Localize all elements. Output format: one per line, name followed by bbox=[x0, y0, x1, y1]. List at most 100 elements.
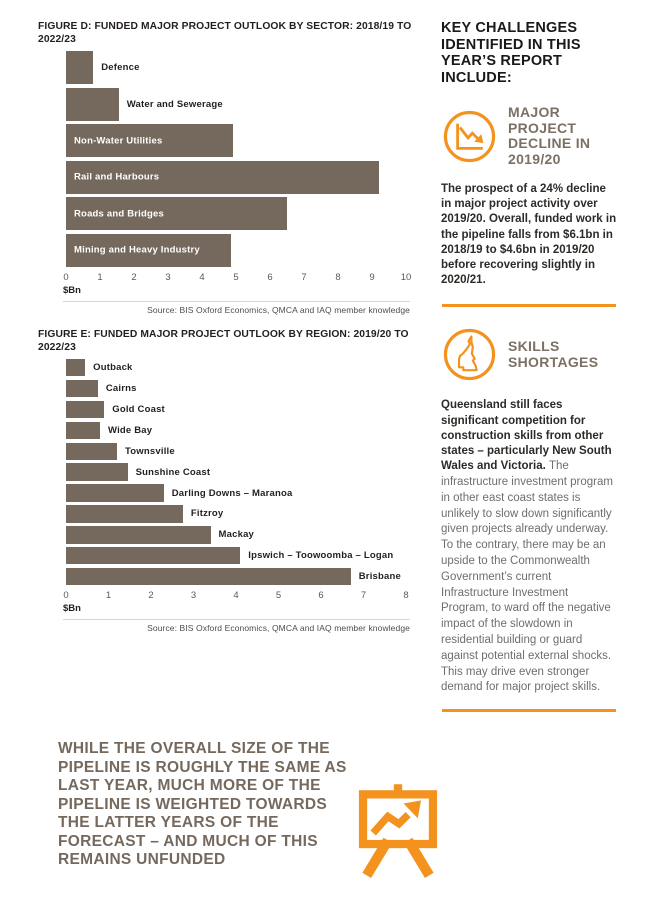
bar-label: Mining and Heavy Industry bbox=[74, 244, 200, 256]
x-tick: 0 bbox=[63, 590, 69, 602]
bar-row: Rail and Harbours bbox=[66, 160, 406, 194]
bar bbox=[66, 87, 119, 121]
x-tick: 2 bbox=[131, 271, 137, 283]
bar-label: Sunshine Coast bbox=[135, 466, 211, 478]
bar-row: Defence bbox=[66, 51, 406, 84]
bar bbox=[66, 400, 105, 419]
figure-d-source: Source: BIS Oxford Economics, QMCA and I… bbox=[147, 304, 410, 315]
key-challenges-heading: KEY CHALLENGES IDENTIFIED IN THIS YEAR’S… bbox=[441, 20, 581, 86]
skills-shortages-text: Queensland still faces significant compe… bbox=[441, 398, 617, 696]
bar-row: Townsville bbox=[66, 442, 406, 461]
bar-row: Fitzroy bbox=[66, 505, 406, 523]
bar-label: Defence bbox=[101, 62, 140, 73]
figure-e-axis-unit: $Bn bbox=[63, 603, 81, 615]
major-project-decline-text: The prospect of a 24% decline in major p… bbox=[441, 183, 617, 287]
x-tick: 9 bbox=[369, 271, 375, 283]
figure-d-bars: Defence Water and Sewerage Non-Water Utili… bbox=[66, 51, 406, 267]
figure-d-axis-unit: $Bn bbox=[63, 284, 81, 296]
x-tick: 7 bbox=[360, 590, 367, 602]
x-tick: 7 bbox=[301, 271, 307, 283]
bar-label: Fitzroy bbox=[190, 508, 224, 520]
x-tick: 10 bbox=[400, 271, 412, 283]
bar-row: Sunshine Coast bbox=[66, 463, 406, 481]
section-title-major-project-decline: MAJOR PROJECT DECLINE IN 2019/20 bbox=[508, 104, 591, 167]
figure-d-source-rule bbox=[63, 300, 410, 302]
orange-divider-2 bbox=[442, 709, 616, 713]
x-tick: 3 bbox=[165, 271, 171, 283]
section-skills-shortages: SKILLS SHORTAGES bbox=[441, 326, 617, 383]
bar-label: Gold Coast bbox=[112, 404, 165, 415]
key-challenges-column: KEY CHALLENGES IDENTIFIED IN THIS YEAR’S… bbox=[441, 20, 617, 720]
bar bbox=[66, 484, 164, 502]
x-tick: 6 bbox=[318, 590, 324, 602]
figure-e-title: FIGURE E: FUNDED MAJOR PROJECT OUTLOOK B… bbox=[38, 328, 409, 353]
bar-label: Brisbane bbox=[358, 571, 402, 583]
bar bbox=[66, 526, 211, 544]
section-major-project-decline: MAJOR PROJECT DECLINE IN 2019/20 bbox=[441, 104, 617, 167]
bar-row: Ipswich – Toowoomba – Logan bbox=[66, 546, 406, 565]
bar-row: Darling Downs – Maranoa bbox=[66, 484, 406, 502]
x-tick: 6 bbox=[267, 271, 273, 283]
bar-row: Mackay bbox=[66, 526, 406, 544]
figure-e-x-axis: 0 1 2 3 4 5 6 7 8 bbox=[63, 590, 409, 602]
bar-row: Non-Water Utilities bbox=[66, 124, 406, 158]
x-tick: 5 bbox=[275, 590, 282, 602]
bar-row: Outback bbox=[66, 358, 406, 377]
x-tick: 4 bbox=[199, 271, 205, 283]
bar: Mining and Heavy Industry bbox=[66, 233, 231, 267]
bar: Roads and Bridges bbox=[66, 197, 287, 231]
skills-shortages-bold-text: Queensland still faces significant compe… bbox=[441, 399, 612, 473]
bar-row: Roads and Bridges bbox=[66, 197, 406, 231]
bar bbox=[66, 463, 128, 481]
bar-label: Water and Sewerage bbox=[126, 98, 223, 110]
pull-quote: WHILE THE OVERALL SIZE OF THE PIPELINE I… bbox=[58, 740, 347, 868]
figure-d-title: FIGURE D: FUNDED MAJOR PROJECT OUTLOOK B… bbox=[38, 21, 412, 45]
bar bbox=[66, 379, 98, 398]
bar-label: Darling Downs – Maranoa bbox=[171, 487, 293, 499]
bar-label: Ipswich – Toowoomba – Logan bbox=[248, 550, 394, 562]
figure-d: FIGURE D: FUNDED MAJOR PROJECT OUTLOOK B… bbox=[38, 20, 416, 315]
figure-d-chart: Defence Water and Sewerage Non-Water Utili… bbox=[38, 51, 416, 315]
bar-row: Cairns bbox=[66, 379, 406, 398]
bar bbox=[66, 358, 86, 377]
bar-label: Cairns bbox=[105, 383, 137, 395]
x-tick: 2 bbox=[148, 590, 154, 602]
bar-label: Roads and Bridges bbox=[74, 208, 164, 220]
figure-e: FIGURE E: FUNDED MAJOR PROJECT OUTLOOK B… bbox=[38, 328, 416, 633]
bar-label: Wide Bay bbox=[108, 424, 153, 436]
queensland-map-icon bbox=[441, 326, 498, 383]
bar bbox=[66, 421, 100, 440]
charts-column: FIGURE D: FUNDED MAJOR PROJECT OUTLOOK B… bbox=[38, 20, 416, 633]
decline-chart-icon bbox=[441, 108, 498, 165]
x-tick: 4 bbox=[233, 590, 239, 602]
bar bbox=[66, 442, 117, 461]
presentation-easel-icon bbox=[352, 781, 444, 885]
bar-row: Gold Coast bbox=[66, 400, 406, 419]
x-tick: 1 bbox=[97, 271, 103, 283]
figure-d-x-axis: 0 1 2 3 4 5 6 7 8 9 10 bbox=[63, 271, 411, 284]
section-title-skills-shortages: SKILLS SHORTAGES bbox=[508, 338, 599, 370]
skills-shortages-regular-text: The infrastructure investment program in… bbox=[441, 460, 613, 694]
figure-e-source-rule bbox=[63, 619, 410, 621]
bar-row: Water and Sewerage bbox=[66, 87, 406, 121]
bar-label: Mackay bbox=[218, 529, 255, 541]
x-tick: 0 bbox=[63, 271, 69, 283]
figure-e-chart: Outback Cairns Gold Coast Wide Bay Townsvill… bbox=[38, 358, 416, 633]
bar bbox=[66, 546, 241, 565]
bar bbox=[66, 51, 94, 84]
bar bbox=[66, 567, 351, 586]
bar-label: Rail and Harbours bbox=[74, 171, 160, 183]
bar-label: Outback bbox=[93, 362, 133, 374]
x-tick: 1 bbox=[105, 590, 112, 602]
x-tick: 3 bbox=[190, 590, 197, 602]
bar bbox=[66, 505, 183, 523]
bar-label: Non-Water Utilities bbox=[74, 135, 163, 147]
bar: Non-Water Utilities bbox=[66, 124, 233, 158]
bar-row: Brisbane bbox=[66, 567, 406, 586]
bar: Rail and Harbours bbox=[66, 160, 379, 194]
x-tick: 5 bbox=[233, 271, 239, 283]
x-tick: 8 bbox=[403, 590, 409, 602]
figure-e-bars: Outback Cairns Gold Coast Wide Bay Townsvill… bbox=[66, 358, 406, 586]
bar-row: Wide Bay bbox=[66, 421, 406, 440]
